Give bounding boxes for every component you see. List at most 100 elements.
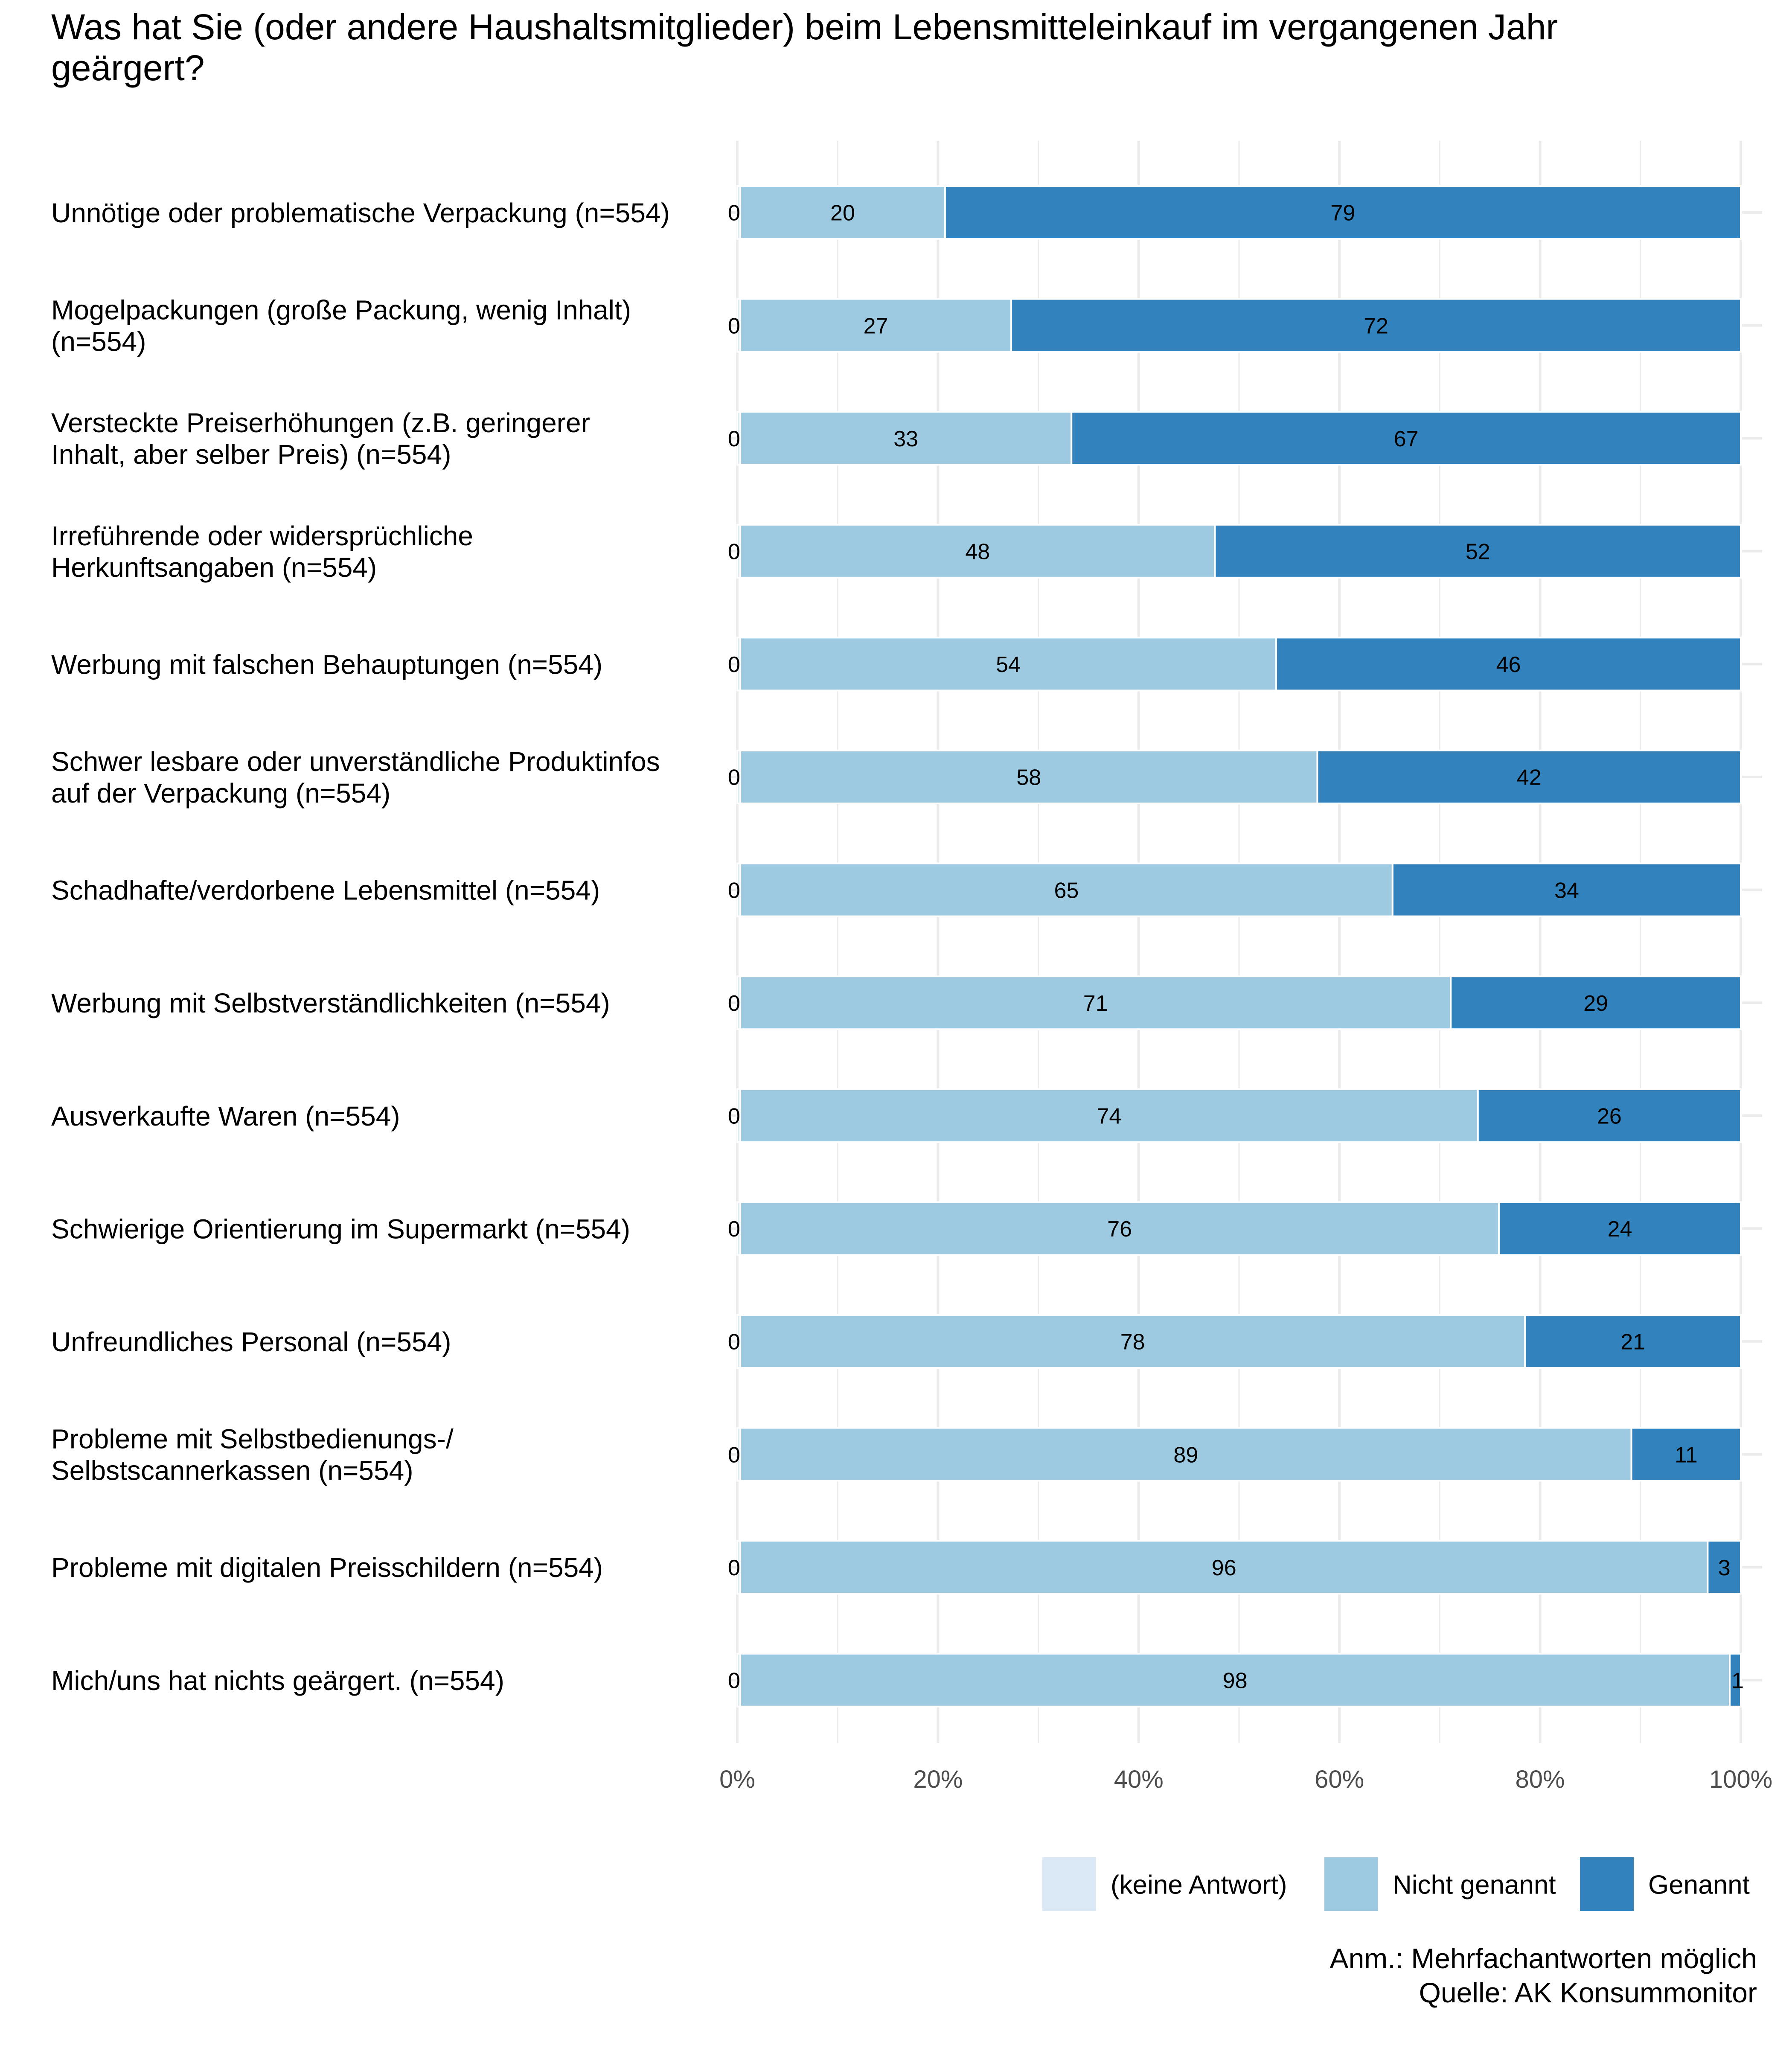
bar-value-label: 52 (1466, 540, 1490, 564)
bar-segment-nicht-genannt (739, 1088, 1479, 1143)
bar-value-label: 3 (1718, 1556, 1731, 1580)
bar-segment-genannt (1707, 1540, 1742, 1595)
bar-segment-genannt (1729, 1652, 1742, 1708)
legend-label: Nicht genannt (1393, 1870, 1556, 1900)
bar-segment-genannt (1214, 524, 1742, 579)
legend-swatch (1324, 1857, 1378, 1911)
bar-segment-nicht-genannt (739, 1427, 1632, 1482)
footnote-note: Anm.: Mehrfachantworten möglich (1330, 1943, 1757, 1974)
bars: 0 20 79 0 27 72 0 33 67 0 48 52 0 54 46 0 58 42 0 65 34 0 71 29… (728, 185, 1744, 1708)
category-label-line: auf der Verpackung (n=554) (51, 778, 390, 809)
x-tick-label: 80% (1516, 1766, 1565, 1793)
category-label: Schadhafte/verdorbene Lebensmittel (n=55… (51, 875, 600, 906)
bar-row: 0 96 3 (728, 1540, 1742, 1595)
bar-row: 0 98 1 (728, 1652, 1744, 1708)
bar-segment-genannt (1524, 1314, 1742, 1369)
bar-value-label: 0 (728, 1443, 740, 1467)
category-label: Versteckte Preiserhöhungen (z.B. geringe… (51, 407, 590, 470)
bar-value-label: 34 (1554, 878, 1579, 903)
x-tick-label: 100% (1709, 1766, 1772, 1793)
category-label-line: Ausverkaufte Waren (n=554) (51, 1101, 400, 1132)
bar-row: 0 58 42 (728, 750, 1742, 804)
bar-row: 0 20 79 (728, 185, 1742, 240)
bar-segment-nicht-genannt (739, 862, 1393, 917)
category-label: Schwierige Orientierung im Supermarkt (n… (51, 1213, 630, 1244)
bar-value-label: 72 (1364, 314, 1388, 338)
category-label-line: Herkunftsangaben (n=554) (51, 552, 377, 583)
bar-value-label: 24 (1608, 1217, 1632, 1242)
bar-row: 0 78 21 (728, 1314, 1742, 1369)
bar-value-label: 0 (728, 1104, 740, 1129)
category-label-line: Werbung mit falschen Behauptungen (n=554… (51, 649, 602, 680)
category-label-line: Selbstscannerkassen (n=554) (51, 1455, 413, 1486)
bar-value-label: 71 (1083, 991, 1108, 1016)
x-axis-tick-labels: 0% 20% 40% 60% 80% 100% (719, 1766, 1772, 1793)
bar-value-label: 0 (728, 1217, 740, 1242)
bar-value-label: 27 (864, 314, 888, 338)
category-label: Ausverkaufte Waren (n=554) (51, 1101, 400, 1132)
category-label: Unnötige oder problematische Verpackung … (51, 198, 670, 228)
legend-label: (keine Antwort) (1111, 1870, 1287, 1900)
bar-segment-nicht-genannt (739, 411, 1073, 466)
bar-value-label: 0 (728, 427, 740, 451)
legend-item: (keine Antwort) (1042, 1857, 1287, 1911)
category-label-line: Unnötige oder problematische Verpackung … (51, 198, 670, 228)
bar-segment-genannt (1391, 862, 1742, 917)
bar-value-label: 33 (893, 427, 918, 451)
category-label: Probleme mit digitalen Preisschildern (n… (51, 1552, 603, 1583)
bar-row: 0 74 26 (728, 1088, 1742, 1143)
bar-value-label: 0 (728, 991, 740, 1016)
category-label: Werbung mit Selbstverständlichkeiten (n=… (51, 988, 610, 1018)
bar-segment-nicht-genannt (739, 975, 1452, 1030)
bar-segment-nicht-genannt (739, 750, 1318, 804)
category-label-line: Schwierige Orientierung im Supermarkt (n… (51, 1213, 630, 1244)
x-tick-label: 40% (1114, 1766, 1164, 1793)
bar-value-label: 0 (728, 540, 740, 564)
category-label: Schwer lesbare oder unverständliche Prod… (51, 746, 660, 809)
bar-value-label: 42 (1517, 765, 1542, 790)
x-tick-label: 60% (1315, 1766, 1364, 1793)
bar-value-label: 79 (1331, 201, 1356, 226)
bar-segment-genannt (1071, 411, 1742, 466)
bar-segment-genannt (1010, 298, 1742, 353)
bar-row: 0 54 46 (728, 637, 1742, 692)
bar-segment-nicht-genannt (739, 298, 1012, 353)
category-label: Irreführende oder widersprüchlicheHerkun… (51, 521, 473, 583)
bar-value-label: 0 (728, 1330, 740, 1355)
bar-value-label: 89 (1173, 1443, 1198, 1467)
bar-segment-genannt (944, 185, 1742, 240)
bar-value-label: 58 (1016, 765, 1041, 790)
bar-value-label: 29 (1583, 991, 1608, 1016)
legend-swatch (1580, 1857, 1634, 1911)
bar-segment-genannt (1450, 975, 1742, 1030)
bar-segment-nicht-genannt (739, 637, 1277, 692)
bar-row: 0 65 34 (728, 862, 1742, 917)
x-tick-label: 0% (719, 1766, 755, 1793)
bar-segment-genannt (1275, 637, 1742, 692)
category-label-line: Probleme mit digitalen Preisschildern (n… (51, 1552, 603, 1583)
bar-row: 0 48 52 (728, 524, 1742, 579)
category-label-line: Mogelpackungen (große Packung, wenig Inh… (51, 295, 631, 326)
title-line: Was hat Sie (oder andere Haushaltsmitgli… (51, 7, 1558, 47)
category-label: Werbung mit falschen Behauptungen (n=554… (51, 649, 602, 680)
category-label: Unfreundliches Personal (n=554) (51, 1327, 451, 1357)
title-line: geärgert? (51, 48, 205, 88)
legend-label: Genannt (1648, 1870, 1750, 1900)
bar-segment-nicht-genannt (739, 524, 1216, 579)
legend-item: Nicht genannt (1324, 1857, 1556, 1911)
category-label-line: Probleme mit Selbstbedienungs-/ (51, 1424, 454, 1455)
bar-row: 0 71 29 (728, 975, 1742, 1030)
category-label-line: Mich/uns hat nichts geärgert. (n=554) (51, 1665, 504, 1696)
bar-value-label: 21 (1620, 1330, 1645, 1355)
bar-segment-nicht-genannt (739, 1540, 1709, 1595)
bar-value-label: 0 (728, 314, 740, 338)
bar-value-label: 48 (965, 540, 990, 564)
bar-value-label: 20 (830, 201, 855, 226)
legend-item: Genannt (1580, 1857, 1750, 1911)
category-label-line: Inhalt, aber selber Preis) (n=554) (51, 439, 451, 470)
bar-segment-genannt (1630, 1427, 1742, 1482)
grid-lines (728, 141, 1762, 1743)
bar-value-label: 96 (1212, 1556, 1236, 1580)
